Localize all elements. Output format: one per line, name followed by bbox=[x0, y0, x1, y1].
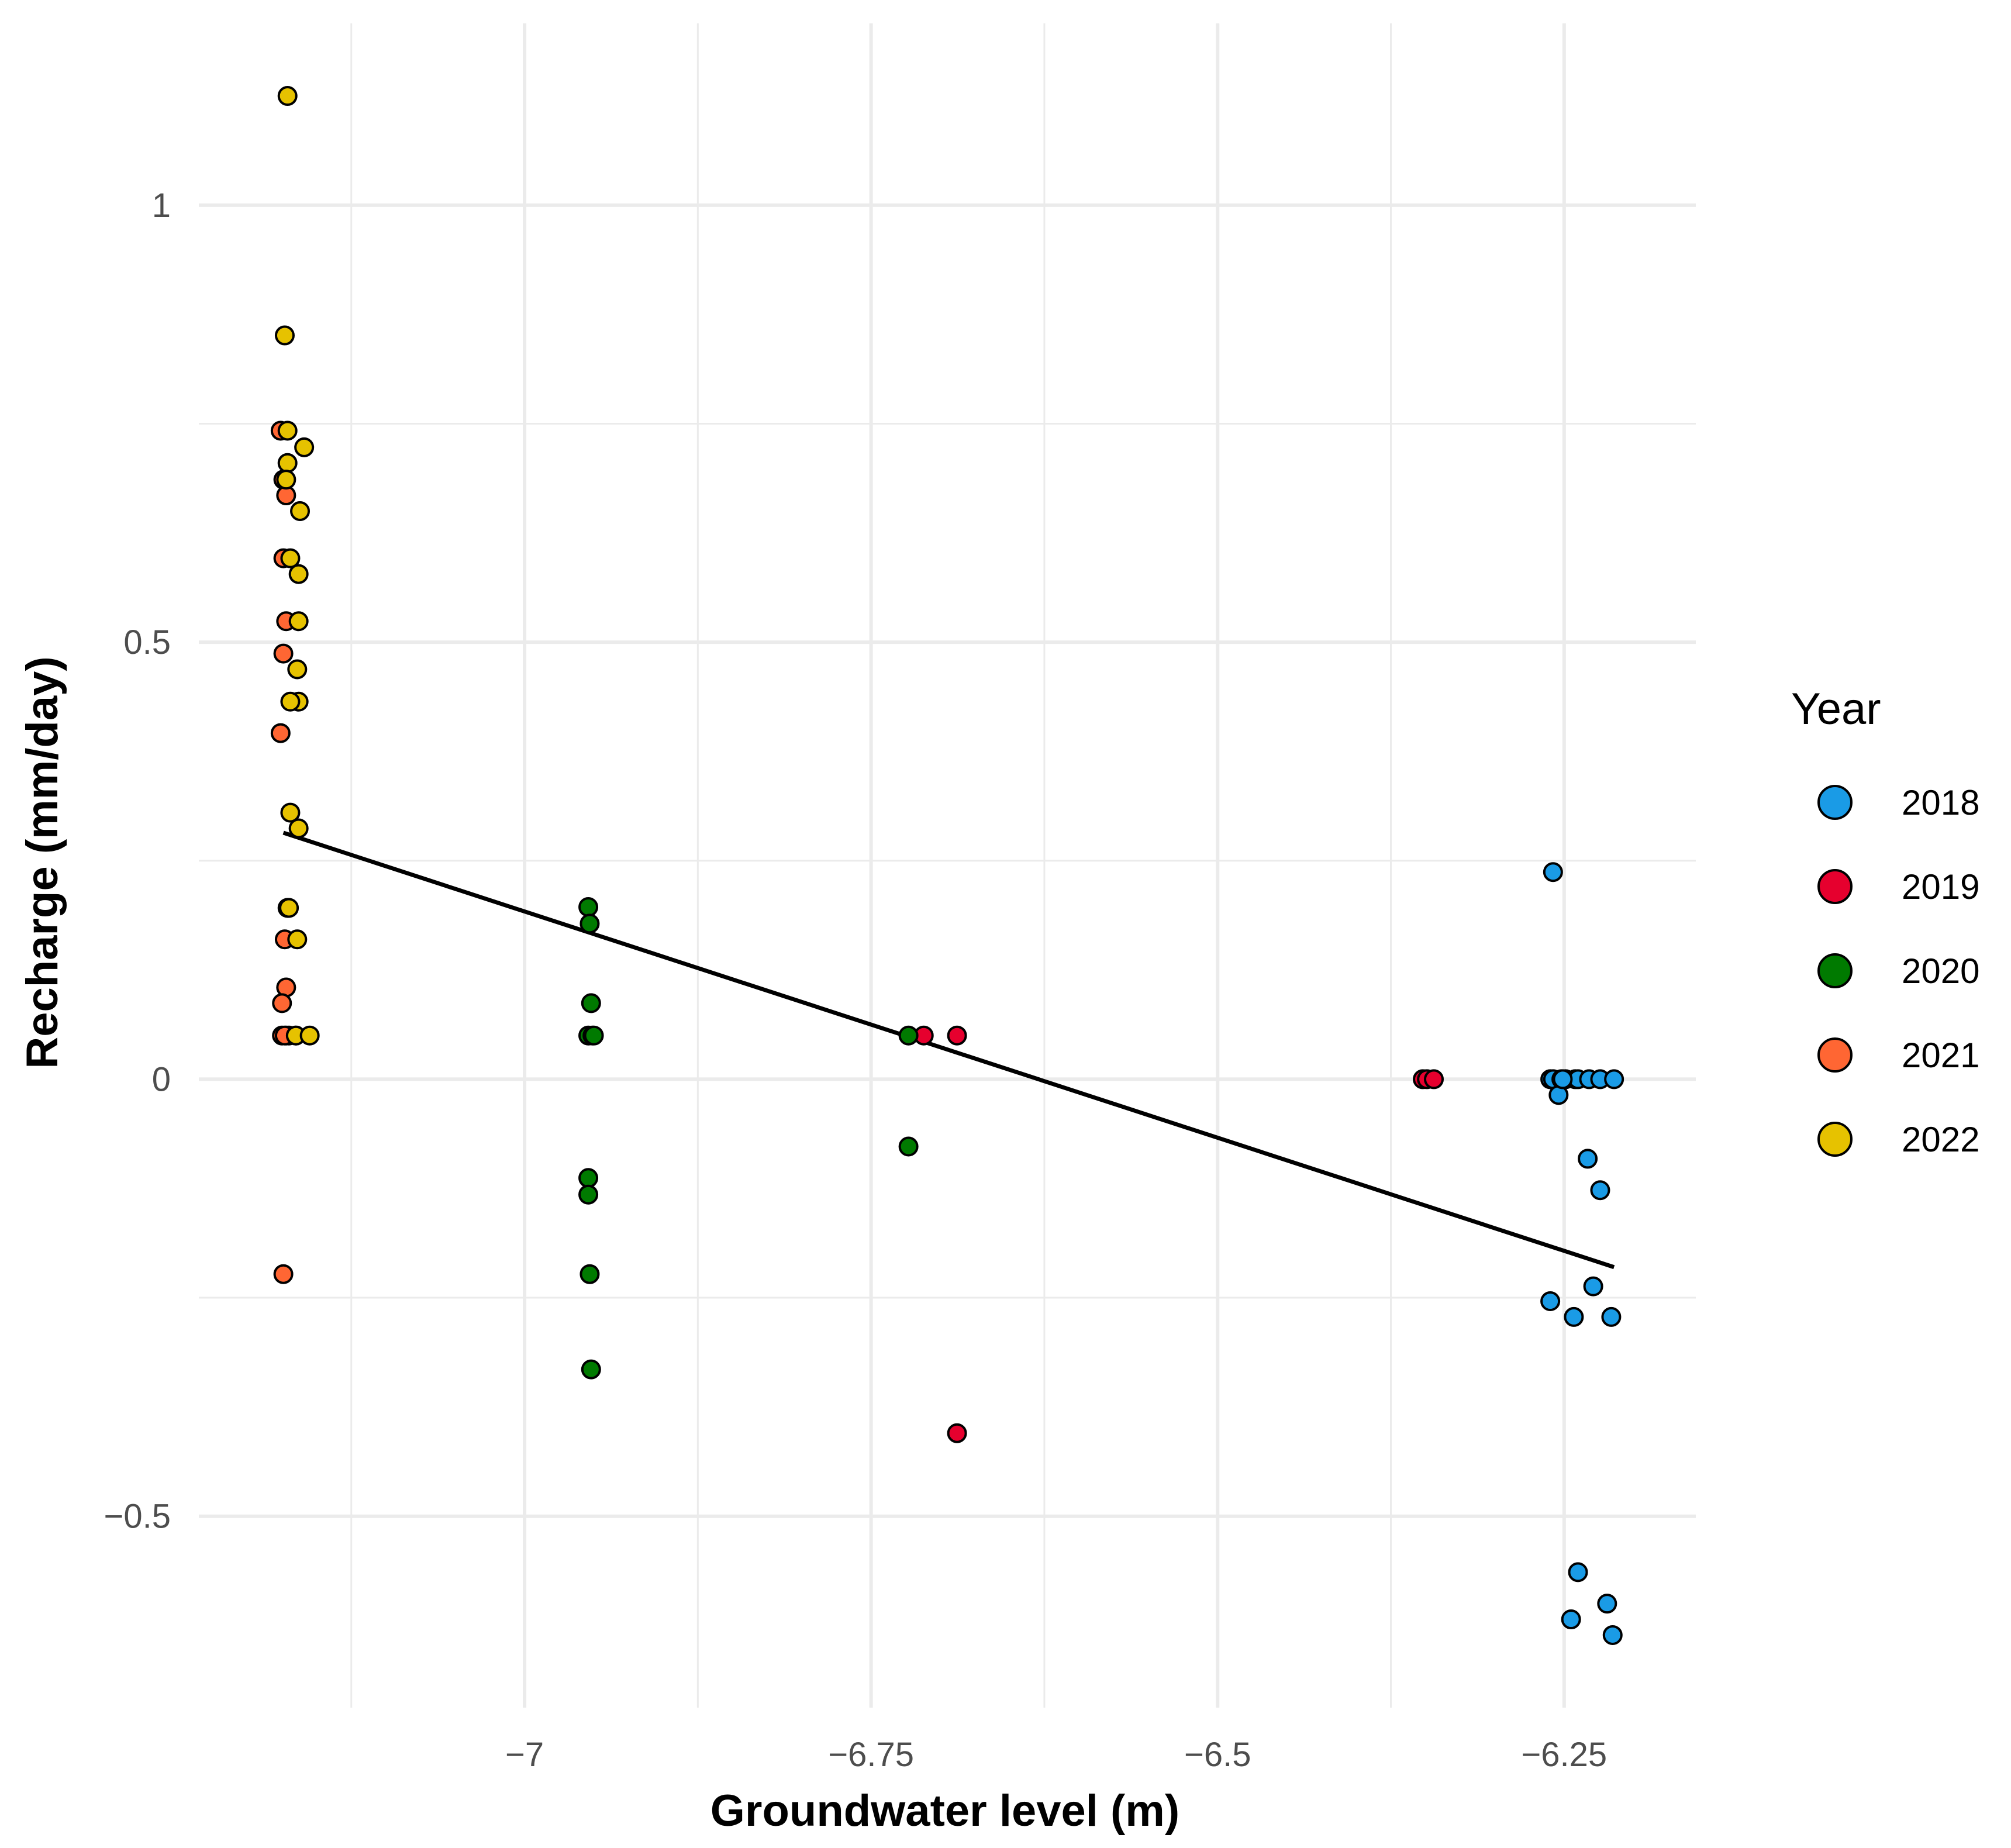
legend: Year 2018 2019 2020 2021 2022 bbox=[1791, 684, 1979, 1159]
y-axis-ticks: −0.5 0 0.5 1 bbox=[104, 187, 171, 1536]
legend-label-2022: 2022 bbox=[1902, 1120, 1979, 1159]
y-axis-title: Recharge (mm/day) bbox=[18, 656, 67, 1068]
data-point-2018 bbox=[1590, 1180, 1610, 1201]
data-point-2020 bbox=[578, 897, 599, 917]
data-point-2018 bbox=[1583, 1276, 1603, 1297]
legend-label-2018: 2018 bbox=[1902, 783, 1979, 822]
data-point-2022 bbox=[287, 929, 308, 950]
data-point-2020 bbox=[580, 913, 600, 934]
data-point-2022 bbox=[277, 420, 298, 441]
data-point-2022 bbox=[279, 898, 299, 918]
data-point-2018 bbox=[1553, 1069, 1573, 1090]
y-tick-label: 0 bbox=[152, 1060, 171, 1098]
plot-panel bbox=[199, 23, 1696, 1708]
data-point-2022 bbox=[288, 818, 309, 839]
data-point-2022 bbox=[288, 611, 309, 632]
data-point-2022 bbox=[280, 802, 301, 823]
data-point-2022 bbox=[277, 86, 298, 106]
legend-key-2020 bbox=[1817, 953, 1853, 988]
trend-line-group bbox=[282, 830, 1615, 1270]
data-point-2019 bbox=[947, 1423, 967, 1443]
y-tick-label: 0.5 bbox=[123, 623, 171, 661]
data-point-2022 bbox=[274, 325, 295, 346]
y-tick-label: −0.5 bbox=[104, 1498, 171, 1536]
data-point-2022 bbox=[280, 691, 301, 712]
x-tick-label: −7 bbox=[505, 1736, 544, 1774]
data-point-2022 bbox=[287, 659, 308, 680]
data-point-2020 bbox=[578, 1184, 599, 1205]
legend-label-2020: 2020 bbox=[1902, 951, 1979, 991]
data-point-2018 bbox=[1602, 1625, 1623, 1645]
legend-key-2018 bbox=[1817, 785, 1853, 820]
legend-key-2021 bbox=[1817, 1037, 1853, 1073]
data-point-2018 bbox=[1601, 1306, 1622, 1327]
data-point-2020 bbox=[584, 1025, 604, 1046]
data-point-2018 bbox=[1561, 1609, 1581, 1630]
data-point-2020 bbox=[578, 1168, 599, 1188]
data-point-2022 bbox=[290, 501, 311, 521]
data-point-2021 bbox=[272, 993, 292, 1013]
data-point-2020 bbox=[581, 993, 601, 1013]
minor-gridlines bbox=[199, 23, 1696, 1708]
data-point-2021 bbox=[270, 723, 291, 743]
data-point-2018 bbox=[1543, 862, 1563, 882]
legend-label-2019: 2019 bbox=[1902, 867, 1979, 906]
x-axis-ticks: −7 −6.75 −6.5 −6.25 bbox=[505, 1736, 1607, 1774]
data-point-2022 bbox=[280, 548, 301, 568]
trend-line bbox=[282, 830, 1615, 1270]
data-point-2021 bbox=[273, 1264, 294, 1284]
data-point-2018 bbox=[1578, 1149, 1598, 1169]
data-point-2022 bbox=[294, 437, 315, 457]
data-point-2022 bbox=[276, 470, 296, 490]
x-tick-label: −6.25 bbox=[1521, 1736, 1607, 1774]
data-point-2018 bbox=[1540, 1291, 1561, 1312]
x-axis-title: Groundwater level (m) bbox=[710, 1786, 1179, 1836]
data-point-2018 bbox=[1564, 1306, 1584, 1327]
data-point-2021 bbox=[273, 643, 294, 664]
data-point-2022 bbox=[299, 1025, 320, 1046]
data-point-2020 bbox=[581, 1359, 601, 1380]
major-gridlines bbox=[199, 23, 1696, 1708]
data-point-2018 bbox=[1597, 1594, 1617, 1614]
data-point-2022 bbox=[277, 453, 298, 473]
data-point-2020 bbox=[898, 1025, 919, 1046]
legend-label-2021: 2021 bbox=[1902, 1036, 1979, 1075]
data-point-2019 bbox=[947, 1025, 967, 1046]
data-point-2018 bbox=[1604, 1069, 1624, 1090]
data-point-2018 bbox=[1568, 1562, 1588, 1582]
x-tick-label: −6.75 bbox=[828, 1736, 914, 1774]
data-point-2020 bbox=[580, 1264, 600, 1284]
data-point-2022 bbox=[288, 564, 309, 584]
legend-key-2019 bbox=[1817, 869, 1853, 904]
data-points bbox=[270, 86, 1624, 1645]
legend-items: 2018 2019 2020 2021 2022 bbox=[1817, 783, 1979, 1159]
legend-title: Year bbox=[1791, 684, 1881, 734]
data-point-2019 bbox=[1424, 1069, 1444, 1090]
legend-key-2022 bbox=[1817, 1122, 1853, 1157]
x-tick-label: −6.5 bbox=[1184, 1736, 1251, 1774]
data-point-2020 bbox=[898, 1136, 919, 1157]
y-tick-label: 1 bbox=[152, 187, 171, 225]
